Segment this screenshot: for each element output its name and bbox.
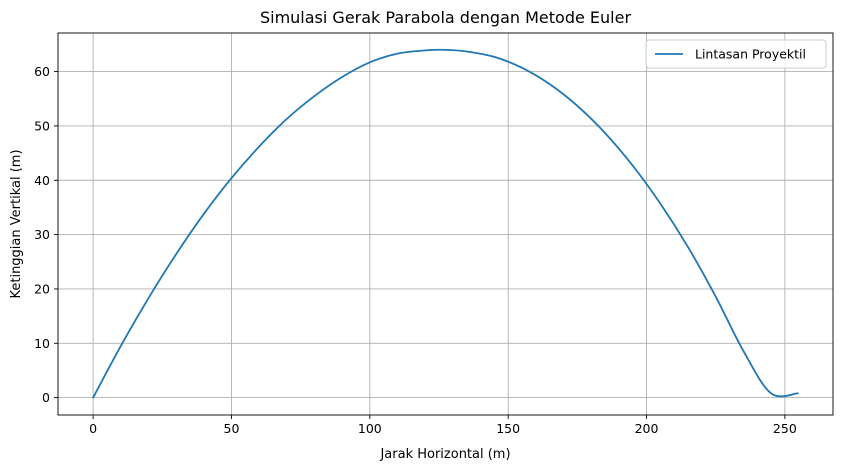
y-tick-label: 30 [34,227,50,242]
legend-entry-label: Lintasan Proyektil [695,47,806,62]
y-tick-label: 50 [34,118,50,133]
y-tick-label: 10 [34,336,50,351]
y-tick-label: 0 [42,390,50,405]
axis-ticks: 0 50 100 150 200 250 0 10 20 30 40 50 60 [34,64,797,436]
legend-box [645,39,827,69]
legend: Lintasan Proyektil [645,39,827,69]
series-line [92,48,799,399]
y-tick-label: 40 [34,173,50,188]
y-tick-label: 60 [34,64,50,79]
x-tick-label: 150 [496,421,520,436]
x-tick-label: 250 [773,421,797,436]
plot-area [58,33,833,415]
chart-title: Simulasi Gerak Parabola dengan Metode Eu… [260,8,631,27]
x-tick-label: 100 [358,421,382,436]
x-tick-label: 50 [224,421,240,436]
x-tick-label: 0 [89,421,97,436]
y-axis-label: Ketinggian Vertikal (m) [9,149,24,298]
x-axis-label: Jarak Horizontal (m) [379,447,510,462]
series-layer [92,48,799,399]
plot-frame [57,32,834,416]
y-tick-label: 20 [34,281,50,296]
grid-lines [58,33,833,415]
x-tick-label: 200 [635,421,659,436]
